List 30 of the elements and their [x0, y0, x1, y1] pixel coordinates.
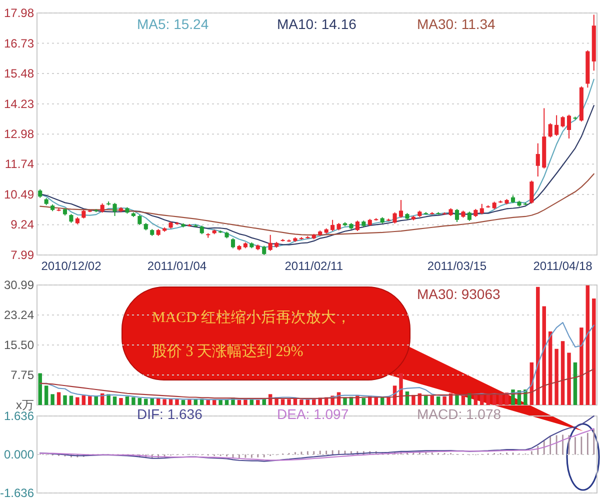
y-tick-label: 14.23 — [4, 96, 34, 111]
text: MACD 红柱缩小后再次放大，股价 3 天涨幅达到 29% — [152, 310, 351, 360]
x-tick-label: 2010/12/02 — [41, 259, 102, 273]
y-tick-label: 10.49 — [4, 187, 34, 202]
text: MACD: 1.078 — [417, 406, 502, 422]
y-tick-label: 11.74 — [4, 157, 34, 172]
y-tick-label: 17.98 — [4, 6, 34, 20]
y-tick-label: 23.24 — [4, 308, 34, 322]
text: MA30: 93063 — [417, 286, 500, 302]
x-tick-label: 2011/03/15 — [427, 259, 487, 273]
y-tick-label: 9.24 — [10, 218, 34, 232]
y-tick-label: x万 — [16, 398, 34, 412]
text: MA30: 11.34 — [417, 16, 496, 32]
text: DEA: 1.097 — [277, 406, 349, 422]
y-tick-label: 1.636 — [4, 409, 34, 423]
y-tick-label: 16.73 — [4, 36, 34, 50]
y-tick-label: 7.99 — [10, 248, 34, 262]
y-tick-label: 15.50 — [4, 338, 34, 352]
x-tick-label: 2011/02/11 — [284, 259, 344, 273]
y-tick-label: 12.98 — [4, 127, 34, 142]
y-tick-label: 7.75 — [10, 368, 34, 382]
y-tick-label: 0.000 — [4, 448, 34, 462]
y-tick-label: 30.99 — [4, 278, 34, 292]
y-tick-label: 15.48 — [4, 66, 34, 81]
text: MA5: 15.24 — [137, 16, 209, 32]
x-tick-label: 2011/01/04 — [147, 259, 207, 273]
text: MA10: 14.16 — [277, 16, 357, 32]
text: DIF: 1.636 — [137, 406, 203, 422]
x-tick-label: 2011/04/18 — [533, 259, 593, 273]
y-tick-label: -1.636 — [0, 486, 34, 498]
